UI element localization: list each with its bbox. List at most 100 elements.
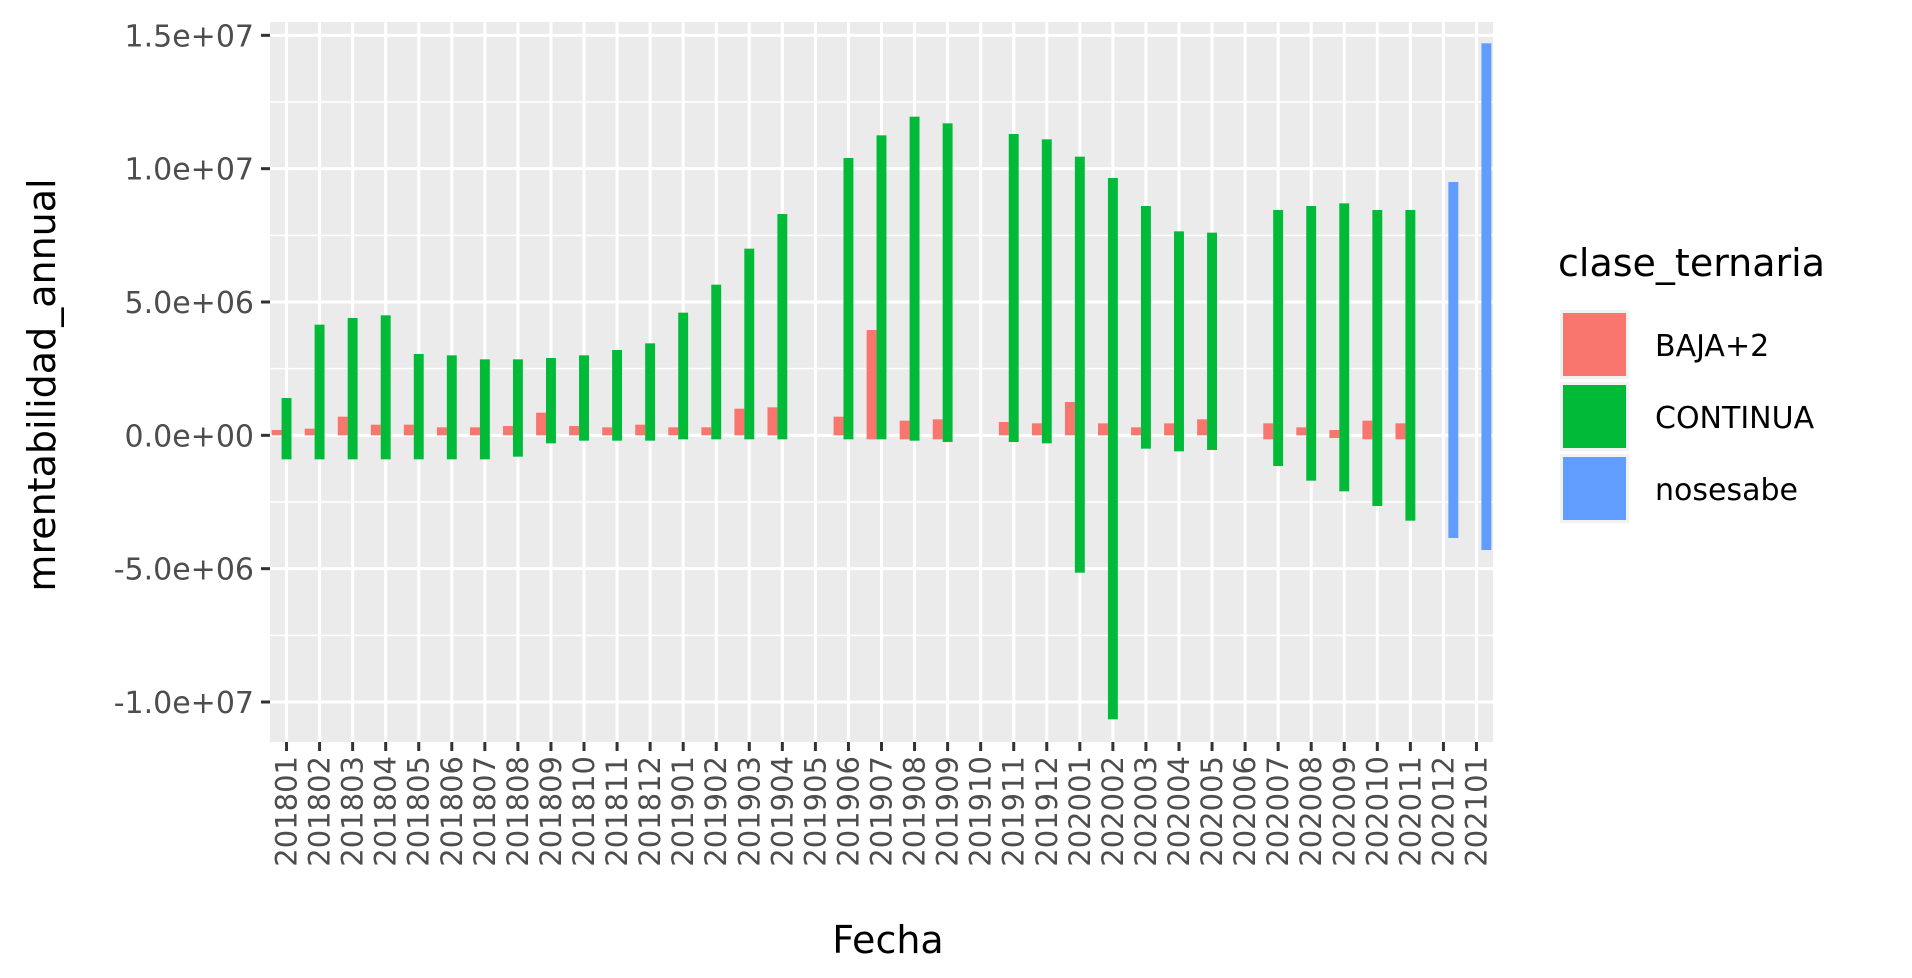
- x-tick-label: 202008: [1294, 756, 1328, 867]
- bar-baja-2-201911: [998, 422, 1009, 436]
- bar-baja-2-201801: [271, 430, 282, 436]
- bar-baja-2-201906: [833, 416, 844, 436]
- bar-baja-2-201806: [436, 427, 447, 436]
- x-tick-label: 201906: [831, 756, 865, 867]
- legend-swatch: [1563, 457, 1626, 520]
- x-tick-label: 201912: [1030, 756, 1064, 867]
- x-tick-label: 201812: [633, 756, 667, 867]
- bar-continua-201908: [909, 116, 920, 441]
- bars: [271, 43, 1492, 720]
- bar-baja-2-201807: [469, 427, 480, 436]
- bar-baja-2-202009: [1329, 430, 1340, 438]
- bar-continua-201803: [347, 318, 358, 460]
- bar-nosesabe-202012: [1448, 182, 1459, 538]
- legend-title: clase_ternaria: [1558, 241, 1825, 285]
- x-tick-label: 202003: [1129, 756, 1163, 867]
- bar-baja-2-201809: [536, 412, 547, 436]
- bar-baja-2-201904: [767, 407, 778, 436]
- bar-continua-201807: [479, 359, 490, 460]
- bar-continua-201802: [314, 324, 325, 460]
- bar-continua-202001: [1074, 156, 1085, 573]
- x-tick-label: 201911: [997, 756, 1031, 867]
- bar-continua-201809: [546, 358, 556, 444]
- legend-label: CONTINUA: [1655, 401, 1815, 436]
- bar-continua-201906: [843, 158, 854, 440]
- bar-baja-2-201803: [337, 416, 348, 436]
- bar-baja-2-201901: [668, 427, 679, 436]
- bar-baja-2-202008: [1296, 427, 1307, 436]
- bar-continua-201907: [876, 135, 887, 440]
- x-tick-label: 201905: [798, 756, 832, 867]
- legend-swatch: [1563, 385, 1626, 448]
- x-tick-label: 201901: [666, 756, 700, 867]
- legend-label: BAJA+2: [1655, 329, 1769, 364]
- bar-baja-2-201908: [899, 420, 910, 440]
- bar-baja-2-202001: [1064, 402, 1075, 436]
- y-tick-label: -1.0e+07: [114, 686, 254, 721]
- x-tick-label: 202010: [1360, 756, 1394, 867]
- bar-continua-201804: [380, 315, 391, 460]
- x-tick-label: 201804: [369, 756, 403, 867]
- bar-continua-202007: [1273, 210, 1284, 466]
- bar-baja-2-201903: [734, 408, 745, 436]
- x-tick-label: 201805: [402, 756, 436, 867]
- bar-continua-201811: [612, 350, 623, 441]
- bar-baja-2-202003: [1131, 427, 1141, 436]
- x-tick-label: 202007: [1261, 756, 1295, 867]
- bar-continua-202011: [1405, 210, 1416, 521]
- bar-baja-2-201902: [701, 427, 712, 436]
- legend: clase_ternaria BAJA+2 CONTINUA nosesabe: [1558, 241, 1825, 523]
- x-tick-label: 201810: [567, 756, 601, 867]
- x-tick-label: 201902: [699, 756, 733, 867]
- bar-continua-201902: [711, 284, 722, 440]
- y-tick-label: 0.0e+00: [125, 419, 254, 454]
- x-tick-label: 201907: [865, 756, 899, 867]
- bar-baja-2-201810: [569, 426, 580, 436]
- x-tick-label: 201806: [435, 756, 469, 867]
- bar-continua-202003: [1140, 206, 1151, 449]
- y-tick-label: 1.5e+07: [125, 19, 254, 54]
- x-tick-label: 201808: [501, 756, 535, 867]
- x-tick-label: 201903: [732, 756, 766, 867]
- x-tick-label: 201909: [931, 756, 965, 867]
- y-tick-label: -5.0e+06: [114, 553, 254, 588]
- bar-continua-202004: [1174, 231, 1184, 452]
- x-tick-label: 201809: [534, 756, 568, 867]
- bar-baja-2-201811: [602, 427, 613, 436]
- x-tick-label: 201811: [600, 756, 634, 867]
- bar-baja-2-202010: [1362, 420, 1373, 440]
- y-axis: -1.0e+07 -5.0e+06 0.0e+00 5.0e+06 1.0e+07 1.5…: [114, 19, 270, 721]
- x-tick-label: 201908: [898, 756, 932, 867]
- bar-baja-2-201804: [370, 424, 381, 436]
- bar-continua-201911: [1008, 134, 1019, 442]
- bar-continua-201805: [413, 354, 424, 460]
- x-tick-label: 202009: [1327, 756, 1361, 867]
- bar-baja-2-202011: [1395, 423, 1406, 440]
- bar-baja-2-201808: [503, 426, 513, 436]
- bar-baja-2-201805: [403, 424, 414, 436]
- bar-continua-202002: [1107, 178, 1118, 720]
- bar-continua-201812: [645, 343, 656, 441]
- x-tick-label: 201910: [964, 756, 998, 867]
- bar-continua-201912: [1041, 139, 1052, 444]
- bar-nosesabe-202101: [1481, 43, 1492, 550]
- bar-continua-201901: [678, 312, 689, 440]
- bar-baja-2-202005: [1197, 419, 1208, 436]
- legend-swatch: [1563, 313, 1626, 376]
- x-tick-label: 202002: [1096, 756, 1130, 867]
- bar-continua-201801: [281, 398, 292, 460]
- y-tick-label: 5.0e+06: [125, 286, 254, 321]
- x-tick-label: 202011: [1393, 756, 1427, 867]
- bar-continua-202005: [1207, 232, 1217, 450]
- bar-continua-202008: [1306, 206, 1317, 481]
- bar-continua-201903: [744, 248, 755, 440]
- bar-continua-202009: [1339, 203, 1350, 492]
- legend-items: BAJA+2 CONTINUA nosesabe: [1560, 310, 1815, 523]
- x-tick-label: 202101: [1459, 756, 1493, 867]
- bar-baja-2-202002: [1098, 423, 1108, 436]
- x-tick-label: 201801: [270, 756, 304, 867]
- x-tick-label: 202012: [1426, 756, 1460, 867]
- x-tick-label: 201904: [765, 756, 799, 867]
- x-axis: 201801 201802 201803 201804 201805 201806 2018…: [270, 742, 1493, 867]
